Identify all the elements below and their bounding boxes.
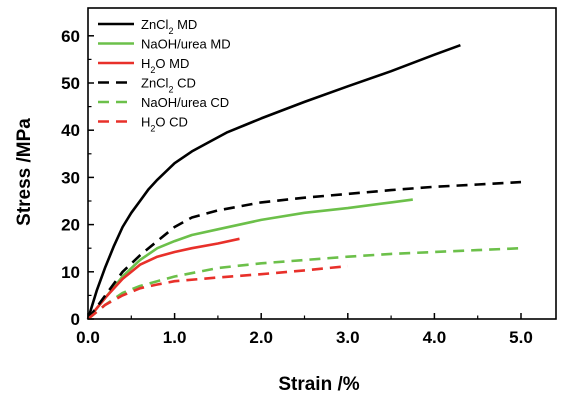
x-axis-ticks: 0.0 1.0 2.0 3.0 4.0 5.0: [76, 313, 533, 347]
legend-label-1: NaOH/urea MD: [141, 37, 231, 52]
y-tick-label: 0: [71, 310, 80, 329]
y-axis-ticks: 0 10 20 30 40 50 60: [61, 27, 94, 329]
y-tick-label: 50: [61, 74, 80, 93]
x-tick-label: 0.0: [76, 328, 100, 347]
series-layer: [86, 43, 522, 321]
y-tick-label: 10: [61, 263, 80, 282]
x-tick-label: 1.0: [163, 328, 187, 347]
series-line-4: [87, 246, 522, 321]
x-tick-label: 4.0: [423, 328, 447, 347]
legend-label-3: ZnCl2 CD: [141, 76, 196, 95]
y-tick-label: 20: [61, 216, 80, 235]
series-line-2: [86, 237, 240, 320]
y-tick-label: 60: [61, 27, 80, 46]
legend-label-2: H2O MD: [141, 56, 189, 75]
x-axis-title: Strain /%: [278, 374, 359, 393]
legend-label-5: H2O CD: [141, 115, 188, 134]
series-line-5: [87, 264, 348, 321]
legend-label-4: NaOH/urea CD: [141, 95, 229, 110]
y-tick-label: 30: [61, 168, 80, 187]
x-tick-label: 2.0: [249, 328, 273, 347]
y-axis-title: Stress /MPa: [14, 118, 35, 226]
series-line-0: [86, 43, 461, 320]
y-tick-label: 40: [61, 121, 80, 140]
legend-label-0: ZnCl2 MD: [141, 17, 197, 36]
plot-border: [87, 7, 557, 320]
x-tick-label: 5.0: [509, 328, 533, 347]
plot-frame: [87, 7, 557, 320]
x-tick-label: 3.0: [336, 328, 360, 347]
series-line-1: [86, 198, 413, 320]
